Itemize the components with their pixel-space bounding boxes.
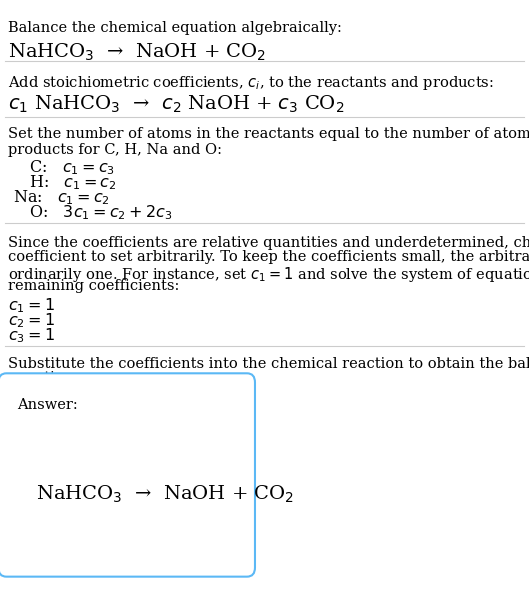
Text: Since the coefficients are relative quantities and underdetermined, choose a: Since the coefficients are relative quan… [8,236,529,249]
Text: $c_2 = 1$: $c_2 = 1$ [8,311,54,330]
Text: NaHCO$_3$  →  NaOH + CO$_2$: NaHCO$_3$ → NaOH + CO$_2$ [8,41,266,63]
Text: remaining coefficients:: remaining coefficients: [8,279,179,293]
Text: products for C, H, Na and O:: products for C, H, Na and O: [8,143,222,157]
Text: coefficient to set arbitrarily. To keep the coefficients small, the arbitrary va: coefficient to set arbitrarily. To keep … [8,250,529,264]
FancyBboxPatch shape [0,373,255,577]
Text: Balance the chemical equation algebraically:: Balance the chemical equation algebraica… [8,21,342,35]
Text: C:   $c_1 = c_3$: C: $c_1 = c_3$ [19,158,114,177]
Text: $c_1 = 1$: $c_1 = 1$ [8,296,54,315]
Text: Substitute the coefficients into the chemical reaction to obtain the balanced: Substitute the coefficients into the che… [8,357,529,371]
Text: Add stoichiometric coefficients, $c_i$, to the reactants and products:: Add stoichiometric coefficients, $c_i$, … [8,74,494,92]
Text: $c_1$ NaHCO$_3$  →  $c_2$ NaOH + $c_3$ CO$_2$: $c_1$ NaHCO$_3$ → $c_2$ NaOH + $c_3$ CO$… [8,94,344,115]
Text: Set the number of atoms in the reactants equal to the number of atoms in the: Set the number of atoms in the reactants… [8,127,529,141]
Text: O:   $3 c_1 = c_2 + 2 c_3$: O: $3 c_1 = c_2 + 2 c_3$ [19,203,172,222]
Text: H:   $c_1 = c_2$: H: $c_1 = c_2$ [19,173,116,192]
Text: ordinarily one. For instance, set $c_1 = 1$ and solve the system of equations fo: ordinarily one. For instance, set $c_1 =… [8,265,529,283]
Text: equation:: equation: [8,371,78,385]
Text: $c_3 = 1$: $c_3 = 1$ [8,327,54,345]
Text: Answer:: Answer: [17,398,78,412]
Text: Na:   $c_1 = c_2$: Na: $c_1 = c_2$ [13,188,110,207]
Text: NaHCO$_3$  →  NaOH + CO$_2$: NaHCO$_3$ → NaOH + CO$_2$ [36,484,294,506]
